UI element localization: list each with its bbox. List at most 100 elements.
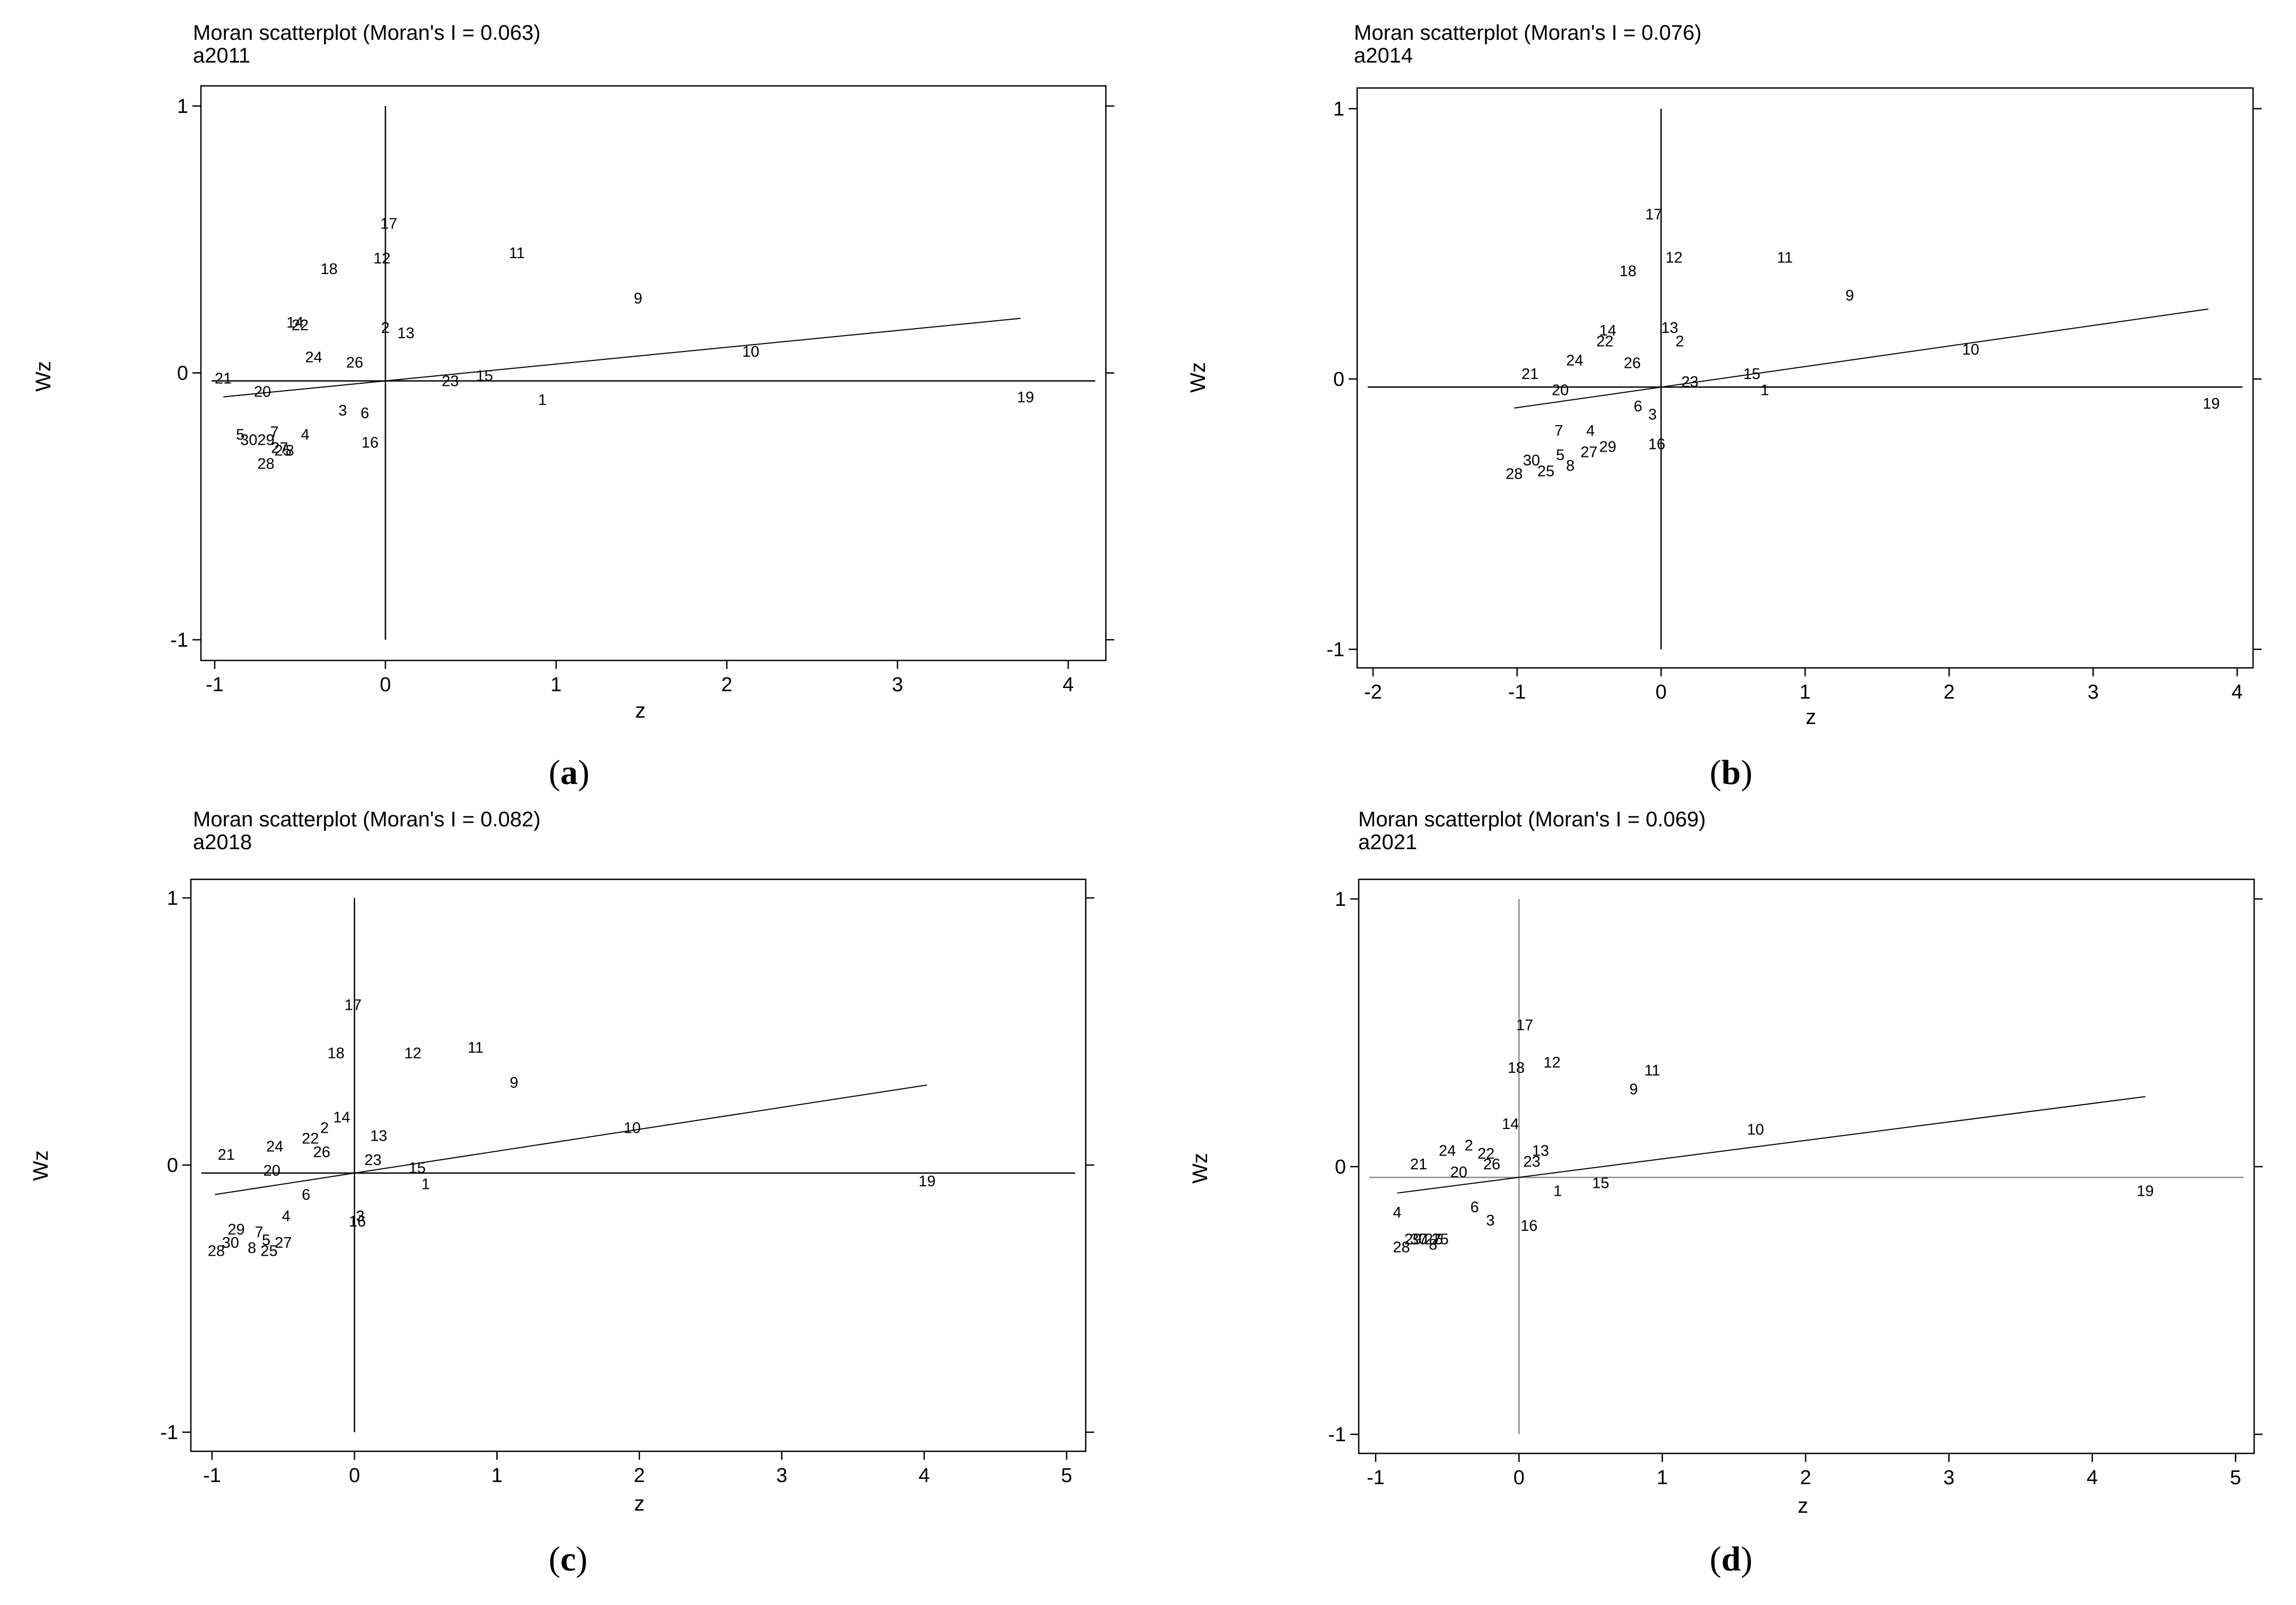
point-label-15: 15 — [1743, 366, 1760, 383]
plot-frame — [1357, 88, 2253, 668]
x-axis-label: z — [1798, 1494, 1808, 1518]
caption-letter: b — [1721, 753, 1741, 792]
point-label-24: 24 — [1439, 1143, 1456, 1160]
chart-title: Moran scatterplot (Moran's I = 0.063) — [193, 21, 541, 45]
point-label-17: 17 — [345, 997, 362, 1014]
point-label-4: 4 — [282, 1208, 291, 1225]
point-label-10: 10 — [742, 343, 759, 360]
point-label-19: 19 — [919, 1173, 936, 1190]
regression-line — [223, 319, 1021, 397]
panel-a: Moran scatterplot (Moran's I = 0.063) a2… — [0, 0, 1148, 802]
point-label-1: 1 — [1761, 382, 1769, 399]
point-label-20: 20 — [1450, 1164, 1467, 1181]
point-label-20: 20 — [254, 384, 271, 401]
point-label-30: 30 — [1410, 1231, 1427, 1248]
x-axis-label: z — [634, 1492, 645, 1515]
point-label-10: 10 — [1747, 1121, 1764, 1138]
point-label-11: 11 — [1644, 1062, 1660, 1079]
point-label-21: 21 — [1521, 366, 1538, 383]
point-label-9: 9 — [1845, 287, 1854, 304]
panel-caption: (b) — [1710, 753, 1753, 793]
x-tick-label: 4 — [2231, 681, 2242, 703]
regression-line — [1397, 1097, 2145, 1193]
x-tick-label: 3 — [776, 1465, 787, 1487]
chart-title: Moran scatterplot (Moran's I = 0.082) — [193, 808, 541, 831]
moran-scatterplot-d: Moran scatterplot (Moran's I = 0.069) a2… — [1148, 802, 2295, 1605]
chart-title: Moran scatterplot (Moran's I = 0.069) — [1358, 808, 1706, 831]
point-label-12: 12 — [373, 250, 390, 267]
chart-subtitle: a2018 — [193, 831, 252, 854]
point-label-6: 6 — [1634, 398, 1642, 415]
x-tick-label: 4 — [1062, 674, 1074, 696]
y-tick-label: 1 — [177, 95, 188, 118]
x-tick-label: 3 — [1943, 1467, 1955, 1489]
point-label-9: 9 — [1630, 1081, 1638, 1098]
point-label-14: 14 — [1502, 1116, 1519, 1133]
x-tick-label: 0 — [349, 1465, 360, 1487]
point-label-18: 18 — [328, 1045, 345, 1062]
panel-caption: (d) — [1710, 1539, 1753, 1580]
x-tick-label: 0 — [1656, 681, 1667, 703]
x-tick-label: 1 — [550, 674, 561, 696]
point-label-4: 4 — [301, 426, 310, 443]
y-tick-label: 1 — [1333, 98, 1344, 120]
point-label-15: 15 — [476, 368, 493, 385]
point-label-19: 19 — [2203, 395, 2220, 412]
point-label-1: 1 — [1553, 1183, 1562, 1200]
x-tick-label: 1 — [1657, 1467, 1668, 1489]
y-tick-label: -1 — [160, 1422, 178, 1444]
point-label-16: 16 — [362, 434, 379, 451]
point-label-22: 22 — [1596, 333, 1613, 350]
point-label-17: 17 — [1646, 206, 1662, 223]
point-label-10: 10 — [623, 1119, 640, 1136]
point-label-16: 16 — [1648, 436, 1665, 453]
point-label-9: 9 — [510, 1074, 518, 1091]
axis-ticks: -1 0 1 2 3 4-101 — [170, 95, 1114, 696]
point-label-24: 24 — [305, 349, 322, 366]
point-label-3: 3 — [338, 402, 347, 419]
x-tick-label: 3 — [892, 674, 903, 696]
point-label-11: 11 — [509, 245, 525, 262]
caption-letter: d — [1721, 1540, 1741, 1578]
x-tick-label: 4 — [2087, 1467, 2098, 1489]
chart-subtitle: a2021 — [1358, 831, 1417, 854]
caption-letter: c — [560, 1540, 576, 1578]
y-axis-label: Wz — [1186, 362, 1210, 393]
point-label-20: 20 — [263, 1162, 280, 1179]
point-label-30: 30 — [240, 431, 257, 448]
point-label-23: 23 — [1682, 374, 1699, 391]
y-axis-label: Wz — [32, 361, 55, 392]
x-tick-label: 4 — [919, 1465, 930, 1487]
x-tick-label: 0 — [380, 674, 391, 696]
point-label-29: 29 — [257, 431, 274, 448]
x-tick-label: 3 — [2088, 681, 2099, 703]
chart-subtitle: a2011 — [193, 44, 250, 67]
y-axis-label: Wz — [1189, 1153, 1212, 1184]
point-label-15: 15 — [409, 1160, 426, 1177]
x-tick-label: 5 — [2230, 1467, 2241, 1489]
x-tick-label: -1 — [206, 674, 224, 696]
y-tick-label: 0 — [167, 1154, 178, 1177]
y-tick-label: 1 — [167, 887, 178, 910]
x-tick-label: 1 — [1799, 681, 1810, 703]
panel-caption: (a) — [549, 753, 590, 793]
moran-scatterplot-c: Moran scatterplot (Moran's I = 0.082) a2… — [0, 802, 1148, 1605]
point-label-29: 29 — [1599, 439, 1616, 456]
regression-line — [215, 1085, 927, 1195]
point-label-11: 11 — [468, 1039, 483, 1056]
point-label-5: 5 — [1556, 447, 1564, 464]
panel-c: Moran scatterplot (Moran's I = 0.082) a2… — [0, 802, 1148, 1605]
point-label-11: 11 — [1777, 250, 1793, 267]
x-tick-label: 0 — [1514, 1467, 1525, 1489]
panel-b: Moran scatterplot (Moran's I = 0.076) a2… — [1148, 0, 2295, 802]
point-label-26: 26 — [313, 1144, 330, 1161]
point-label-30: 30 — [222, 1234, 239, 1251]
point-label-27: 27 — [1580, 444, 1597, 461]
point-label-1: 1 — [421, 1176, 430, 1193]
caption-letter: a — [560, 753, 578, 792]
point-label-24: 24 — [266, 1139, 283, 1156]
axis-ticks: -1 0 1 2 3 4 5-101 — [1328, 888, 2263, 1489]
point-label-2: 2 — [320, 1119, 329, 1136]
y-tick-label: 0 — [177, 363, 188, 385]
moran-scatterplot-a: Moran scatterplot (Moran's I = 0.063) a2… — [0, 0, 1148, 802]
